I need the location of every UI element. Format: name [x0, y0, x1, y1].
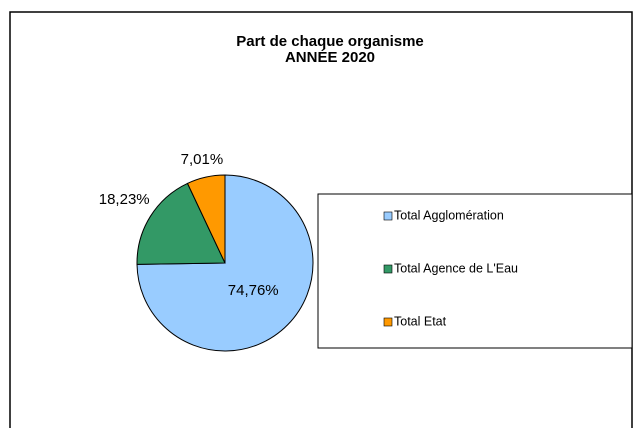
legend-label: Total Agence de L'Eau	[394, 261, 518, 275]
pie-slice	[136, 174, 314, 352]
legend-label: Total Agglomération	[394, 208, 504, 222]
chart-subtitle: ANNÉE 2020	[285, 49, 375, 66]
chart-title: Part de chaque organisme	[236, 33, 424, 50]
legend-swatch	[383, 211, 393, 221]
legend-box	[317, 193, 633, 349]
legend-swatch	[383, 264, 393, 274]
data-label: 7,01%	[181, 151, 224, 168]
pie-slice	[186, 174, 226, 264]
legend-label: Total Etat	[394, 314, 447, 328]
data-label: 18,23%	[99, 191, 150, 208]
data-label: 74,76%	[228, 282, 279, 299]
legend-swatch	[383, 317, 393, 327]
pie-slice	[136, 182, 226, 265]
